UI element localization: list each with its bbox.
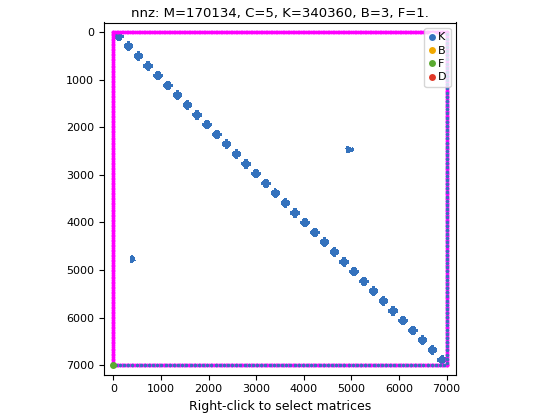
X-axis label: Right-click to select matrices: Right-click to select matrices [189,400,371,413]
Legend: K, B, F, D: K, B, F, D [424,28,451,87]
Title: nnz: M=170134, C=5, K=340360, B=3, F=1.: nnz: M=170134, C=5, K=340360, B=3, F=1. [131,7,429,20]
